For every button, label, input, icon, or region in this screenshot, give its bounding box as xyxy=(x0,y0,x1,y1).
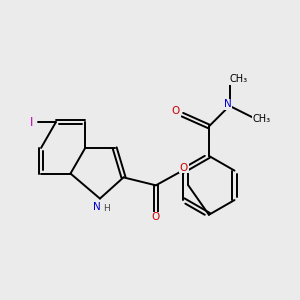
Text: O: O xyxy=(152,212,160,222)
Text: N: N xyxy=(224,99,232,110)
Text: CH₃: CH₃ xyxy=(253,114,271,124)
Text: N: N xyxy=(92,202,100,212)
Text: I: I xyxy=(30,116,33,129)
Text: O: O xyxy=(180,163,188,173)
Text: O: O xyxy=(172,106,180,116)
Text: CH₃: CH₃ xyxy=(229,74,248,84)
Text: H: H xyxy=(103,204,110,213)
